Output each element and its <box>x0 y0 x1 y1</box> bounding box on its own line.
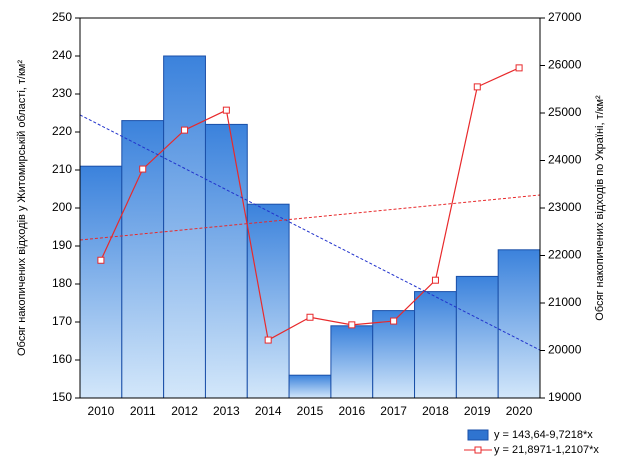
x-tick-label: 2011 <box>130 404 156 418</box>
y-tick-label: 150 <box>52 390 72 404</box>
bar <box>121 120 165 399</box>
bar <box>204 123 248 399</box>
y2-tick-label: 22000 <box>548 248 582 262</box>
y2-tick-label: 23000 <box>548 200 582 214</box>
y2-tick-label: 26000 <box>548 58 582 72</box>
x-tick-label: 2013 <box>213 404 240 418</box>
y2-axis-label: Обсяг накопичених відходів по Україні, т… <box>594 95 606 321</box>
legend-label: y = 21,8971-1,2107*x <box>494 444 599 456</box>
y-tick-label: 220 <box>52 124 72 138</box>
y-tick-label: 160 <box>52 352 72 366</box>
y-tick-label: 190 <box>52 238 72 252</box>
x-tick-label: 2016 <box>338 404 365 418</box>
y2-tick-label: 25000 <box>548 105 582 119</box>
x-tick-label: 2017 <box>380 404 407 418</box>
legend-swatch <box>467 429 489 441</box>
y-axis-label: Обсяг накопичених відходів у Житомирські… <box>16 60 28 356</box>
x-tick-label: 2012 <box>171 404 198 418</box>
marker <box>264 336 272 344</box>
bar <box>330 325 374 399</box>
x-tick-label: 2020 <box>506 404 533 418</box>
y-tick-label: 180 <box>52 276 72 290</box>
y2-tick-label: 19000 <box>548 390 582 404</box>
marker <box>222 106 230 114</box>
marker <box>348 321 356 329</box>
marker <box>181 126 189 134</box>
x-tick-label: 2010 <box>88 404 115 418</box>
y-tick-label: 230 <box>52 86 72 100</box>
marker <box>306 313 314 321</box>
marker <box>515 64 523 72</box>
y-tick-label: 240 <box>52 48 72 62</box>
legend-label: y = 143,64-9,7218*x <box>494 429 593 441</box>
y-tick-label: 200 <box>52 200 72 214</box>
marker <box>97 256 105 264</box>
x-tick-label: 2014 <box>255 404 282 418</box>
y2-tick-label: 20000 <box>548 343 582 357</box>
y-tick-label: 250 <box>52 10 72 24</box>
bar <box>414 291 457 399</box>
marker <box>473 83 481 91</box>
y-tick-label: 170 <box>52 314 72 328</box>
bar <box>497 249 541 399</box>
x-tick-label: 2019 <box>464 404 491 418</box>
y2-tick-label: 24000 <box>548 153 582 167</box>
marker <box>139 165 147 173</box>
y2-tick-label: 27000 <box>548 10 582 24</box>
marker <box>431 276 439 284</box>
bar <box>163 55 206 399</box>
bar <box>79 165 123 399</box>
bar <box>372 310 416 399</box>
x-tick-label: 2018 <box>422 404 449 418</box>
y2-tick-label: 21000 <box>548 295 582 309</box>
x-tick-label: 2015 <box>297 404 324 418</box>
bar <box>246 203 290 399</box>
trend-line <box>79 194 541 241</box>
y-tick-label: 210 <box>52 162 72 176</box>
bar <box>288 374 332 399</box>
trend-line <box>79 114 541 351</box>
legend-marker <box>474 446 482 454</box>
marker <box>390 317 398 325</box>
bar <box>455 275 499 399</box>
plot-frame <box>79 17 541 399</box>
